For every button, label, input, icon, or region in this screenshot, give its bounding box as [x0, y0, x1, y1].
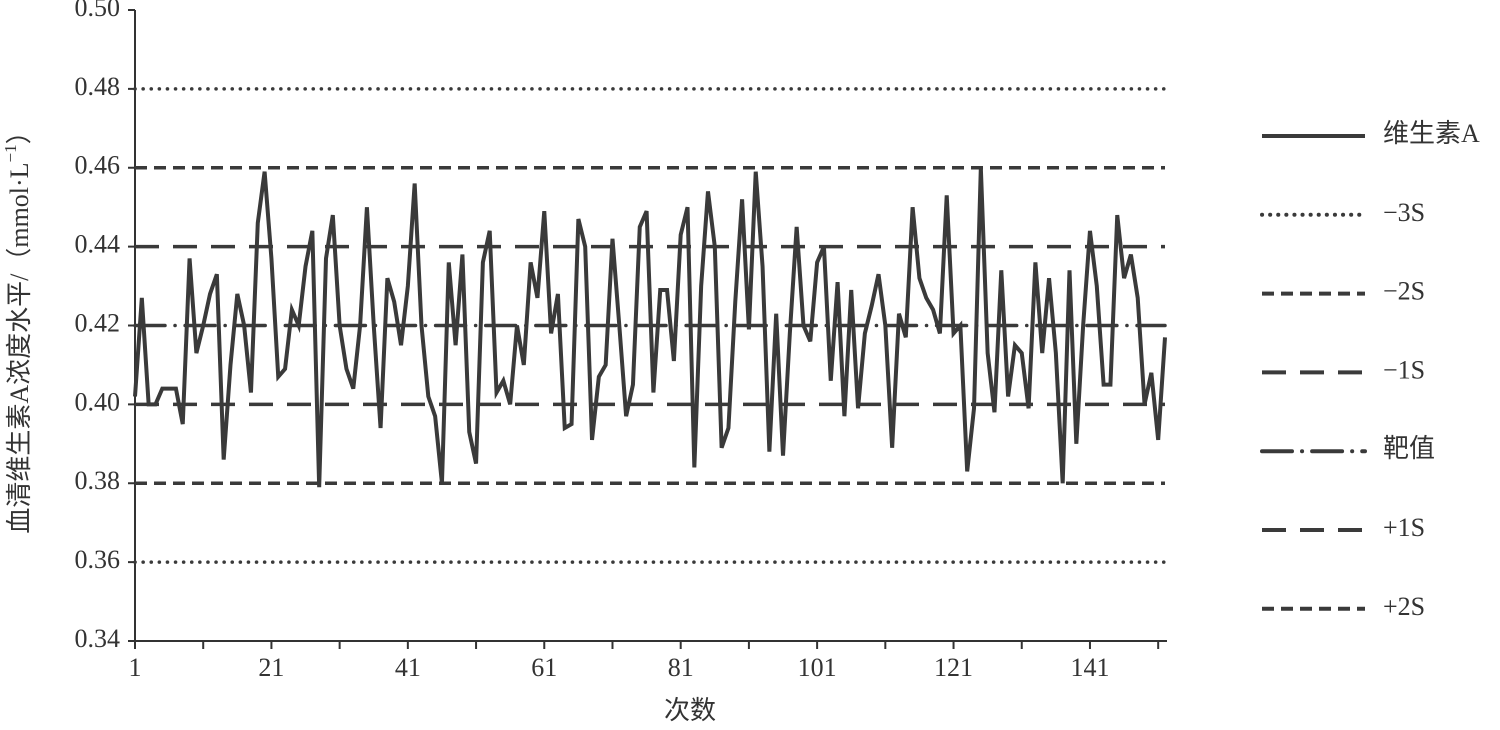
y-axis-label: 血清维生素A浓度水平/（mmol·L−1）	[1, 118, 34, 533]
y-tick-label: 0.46	[75, 151, 121, 180]
x-axis-label: 次数	[664, 696, 716, 725]
x-tick-label: 81	[668, 653, 694, 682]
legend-label: 靶值	[1383, 434, 1435, 463]
x-tick-label: 1	[129, 653, 142, 682]
data-line	[133, 167, 1167, 488]
x-tick-label: 41	[395, 653, 421, 682]
y-tick-label: 0.40	[75, 387, 121, 416]
x-tick-label: 141	[1070, 653, 1109, 682]
y-tick-label: 0.42	[75, 308, 121, 337]
legend-label: 维生素A	[1383, 119, 1480, 148]
y-tick-label: 0.36	[75, 545, 121, 574]
y-tick-label: 0.44	[75, 230, 121, 259]
y-label-text: 血清维生素A浓度水平/（mmol·L	[5, 162, 34, 533]
x-tick-label: 121	[934, 653, 973, 682]
y-tick-label: 0.34	[75, 624, 121, 653]
legend-label: +2S	[1383, 592, 1425, 621]
x-tick-label: 61	[531, 653, 557, 682]
y-tick-label: 0.48	[75, 72, 121, 101]
y-label-suffix: ）	[5, 118, 34, 144]
legend-label: +1S	[1383, 513, 1425, 542]
legend-label: −2S	[1383, 277, 1425, 306]
y-label-sup: −1	[1, 144, 20, 162]
x-tick-label: 21	[258, 653, 284, 682]
y-tick-label: 0.50	[75, 0, 121, 22]
x-tick-label: 101	[798, 653, 837, 682]
legend-label: −1S	[1383, 355, 1425, 384]
legend-label: −3S	[1383, 198, 1425, 227]
y-tick-label: 0.38	[75, 466, 121, 495]
